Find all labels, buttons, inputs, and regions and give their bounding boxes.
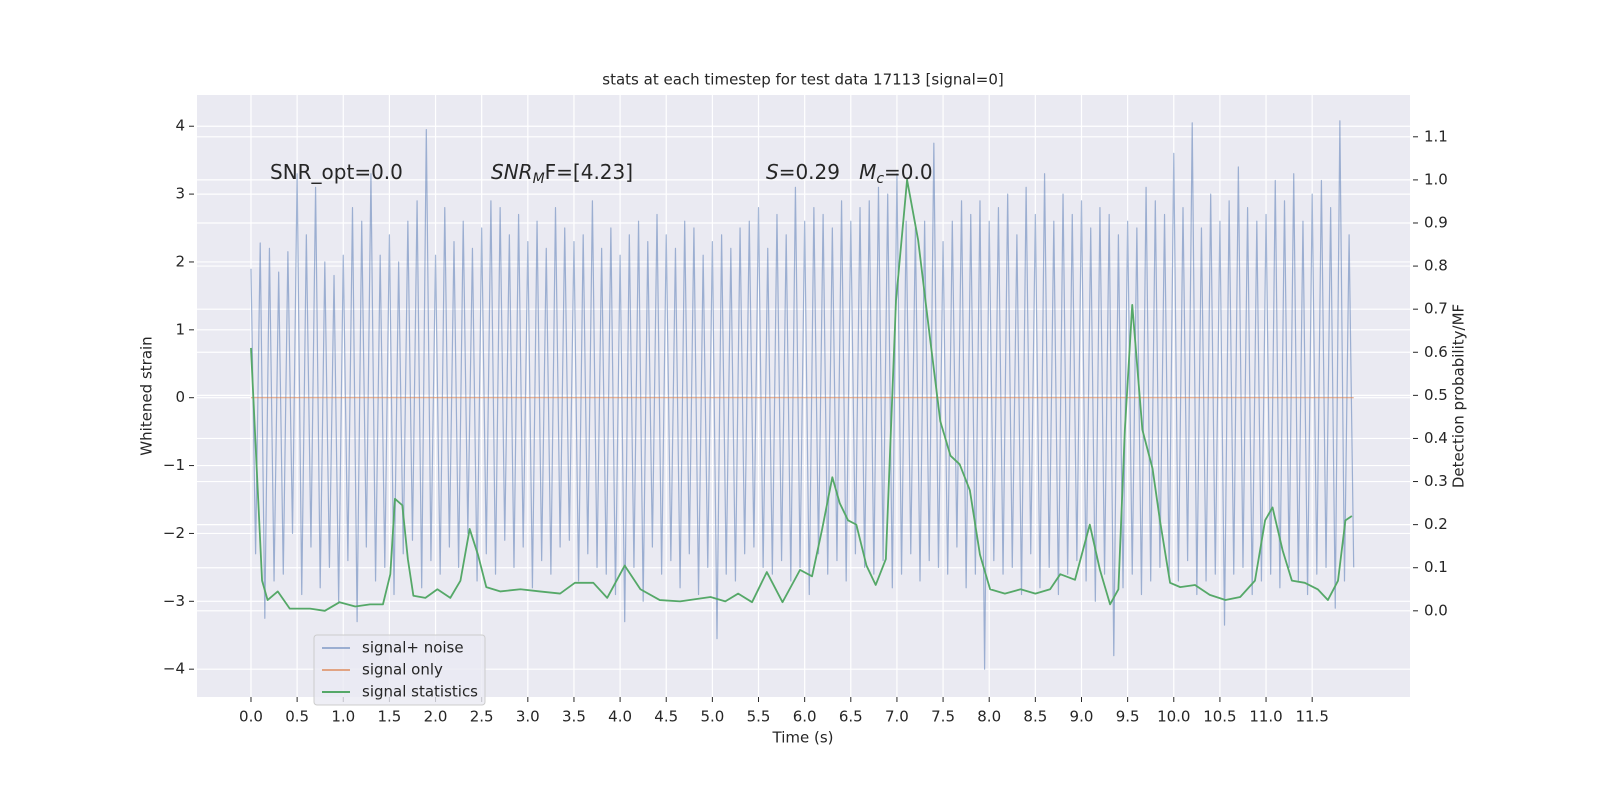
- x-tick-label: 4.5: [654, 708, 678, 726]
- y-tick-label: −2: [163, 524, 185, 542]
- x-tick-label: 11.0: [1249, 708, 1282, 726]
- annotation-part: =0.0: [884, 160, 933, 184]
- y2-tick-label: 0.1: [1424, 558, 1448, 576]
- legend-label: signal+ noise: [362, 639, 464, 657]
- legend-box: [313, 634, 486, 706]
- x-tick-label: 3.5: [562, 708, 586, 726]
- x-tick-label: 7.5: [931, 708, 955, 726]
- y-axis-label: Whitened strain: [138, 336, 156, 455]
- series-line: [250, 178, 1353, 612]
- x-tick-label: 8.0: [977, 708, 1001, 726]
- x-tick-label: 2.5: [470, 708, 494, 726]
- y2-tick-label: 0.7: [1424, 300, 1448, 318]
- x-tick-label: 3.0: [516, 708, 540, 726]
- x-tick-label: 1.0: [331, 708, 355, 726]
- y2-tick-label: 0.3: [1424, 472, 1448, 490]
- y2-tick-label: 1.1: [1424, 127, 1448, 145]
- y-tick-label: 0: [175, 388, 185, 406]
- y-tick-label: 2: [175, 252, 185, 270]
- legend-label: signal only: [362, 661, 443, 679]
- annotation-part: c: [876, 171, 884, 187]
- y2-tick-label: 0.9: [1424, 213, 1448, 231]
- y2-tick-label: 0.2: [1424, 515, 1448, 533]
- y-tick-label: 1: [175, 320, 185, 338]
- y-tick-label: −1: [163, 456, 185, 474]
- y-tick-label: 4: [175, 117, 185, 135]
- x-tick-label: 2.0: [424, 708, 448, 726]
- x-tick-label: 10.0: [1157, 708, 1190, 726]
- annotation: SNR_opt=0.0: [270, 160, 403, 184]
- x-tick-label: 4.0: [608, 708, 632, 726]
- x-tick-label: 8.5: [1023, 708, 1047, 726]
- x-tick-label: 6.0: [793, 708, 817, 726]
- annotation-part: M: [533, 171, 545, 187]
- y2-tick-label: 0.8: [1424, 257, 1448, 275]
- y-tick-label: −3: [163, 592, 185, 610]
- y2-tick-label: 0.6: [1424, 343, 1448, 361]
- annotation: S=0.29 Mc=0.0: [766, 160, 933, 188]
- annotation-part: S: [766, 160, 779, 184]
- annotation-part: SNR: [491, 160, 533, 184]
- x-tick-label: 0.0: [239, 708, 263, 726]
- annotation-part: =0.29: [779, 160, 859, 184]
- y2-tick-label: 0.4: [1424, 429, 1448, 447]
- series-line: [250, 120, 1355, 670]
- x-tick-label: 5.0: [700, 708, 724, 726]
- x-tick-label: 1.5: [377, 708, 401, 726]
- annotation: SNRMF=[4.23]: [491, 160, 633, 188]
- plot-area: [197, 95, 1410, 697]
- annotations: SNR_opt=0.0 SNRMF=[4.23] S=0.29 Mc=0.0: [270, 160, 933, 188]
- legend: signal+ noise signal only signal statistic…: [313, 634, 486, 706]
- annotation-part: F=[4.23]: [545, 160, 633, 184]
- y-tick-label: −4: [163, 660, 185, 678]
- x-tick-label: 9.5: [1116, 708, 1140, 726]
- x-tick-label: 5.5: [747, 708, 771, 726]
- lines: [250, 120, 1355, 670]
- x-axis-label: Time (s): [772, 729, 834, 747]
- axes: 0.0 0.5 1.0 1.5 2.0 2.5 3.0 3.5 4.0 4.5 5.0 5.5 6.0 6…: [163, 117, 1448, 726]
- annotation-part: M: [859, 160, 876, 184]
- y-tick-label: 3: [175, 185, 185, 203]
- annotation-part: SNR_opt=0.0: [270, 160, 403, 184]
- x-tick-label: 11.5: [1295, 708, 1328, 726]
- x-tick-label: 9.0: [1070, 708, 1094, 726]
- x-tick-label: 10.5: [1203, 708, 1236, 726]
- x-tick-label: 7.0: [885, 708, 909, 726]
- y2-tick-label: 1.0: [1424, 170, 1448, 188]
- chart-title: stats at each timestep for test data 171…: [602, 71, 1003, 89]
- x-tick-label: 0.5: [285, 708, 309, 726]
- legend-label: signal statistics: [362, 683, 478, 701]
- y2-tick-label: 0.5: [1424, 386, 1448, 404]
- y2-axis-label: Detection probability/MF: [1450, 304, 1468, 488]
- x-tick-label: 6.5: [839, 708, 863, 726]
- y2-tick-label: 0.0: [1424, 601, 1448, 619]
